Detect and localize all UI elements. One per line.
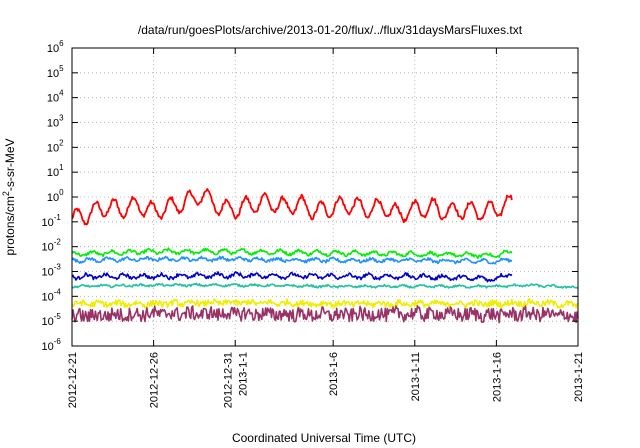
y-tick-label: 10-3 — [42, 263, 62, 279]
x-tick-label: 2013-1-16 — [491, 352, 503, 402]
y-tick-base: 10 — [42, 316, 54, 328]
y-tick-exponent: -1 — [54, 213, 62, 222]
series-line — [71, 247, 513, 260]
y-tick-base: 10 — [47, 192, 59, 204]
y-tick-label: 10-4 — [42, 287, 62, 303]
x-tick-label: 2013-1-1 — [238, 352, 250, 396]
x-tick-label: 2012-12-26 — [149, 352, 161, 408]
y-tick-base: 10 — [47, 68, 59, 80]
y-tick-exponent: -2 — [54, 238, 62, 247]
y-tick-label: 100 — [47, 188, 64, 204]
y-tick-base: 10 — [42, 267, 54, 279]
y-axis-label-superscript: 2 — [1, 191, 11, 196]
y-tick-exponent: 3 — [59, 114, 64, 123]
y-tick-label: 10-6 — [42, 337, 62, 353]
y-axis-label-part2: -s-sr-MeV — [3, 138, 17, 191]
chart-title: /data/run/goesPlots/archive/2013-01-20/f… — [138, 23, 523, 37]
y-tick-base: 10 — [47, 43, 59, 55]
y-tick-label: 105 — [47, 64, 64, 80]
y-tick-exponent: 0 — [59, 188, 64, 197]
y-axis-label: protons/cm2-s-sr-MeV — [1, 138, 17, 255]
y-tick-label: 10-5 — [42, 312, 62, 328]
y-axis-ticks: 10-610-510-410-310-210-11001011021031041… — [42, 39, 578, 353]
y-tick-base: 10 — [47, 167, 59, 179]
y-tick-exponent: 1 — [59, 163, 64, 172]
y-tick-label: 101 — [47, 163, 64, 179]
grid — [71, 48, 579, 346]
x-tick-label: 2013-1-21 — [573, 352, 585, 402]
y-tick-label: 10-1 — [42, 213, 62, 229]
series-line — [71, 271, 513, 283]
y-tick-base: 10 — [47, 118, 59, 130]
y-tick-base: 10 — [42, 341, 54, 353]
y-tick-exponent: -3 — [54, 263, 62, 272]
y-tick-exponent: 6 — [59, 39, 64, 48]
x-axis-label: Coordinated Universal Time (UTC) — [232, 431, 416, 445]
y-tick-label: 102 — [47, 138, 64, 154]
series-line — [71, 255, 513, 265]
y-tick-exponent: 4 — [59, 89, 64, 98]
y-axis-label-part1: protons/cm — [3, 196, 17, 255]
y-tick-exponent: 2 — [59, 138, 64, 147]
y-tick-label: 106 — [47, 39, 64, 55]
y-tick-base: 10 — [42, 242, 54, 254]
y-tick-base: 10 — [42, 217, 54, 229]
series-line — [71, 305, 579, 324]
series-group — [71, 188, 579, 324]
x-tick-label: 2012-12-21 — [67, 352, 79, 408]
x-tick-label: 2013-1-6 — [328, 352, 340, 396]
series-line — [71, 282, 579, 289]
y-tick-exponent: -4 — [54, 287, 62, 296]
y-tick-base: 10 — [47, 93, 59, 105]
x-tick-label: 2013-1-11 — [410, 352, 422, 401]
x-tick-label: 2012-12-31 — [223, 352, 235, 408]
series-line — [71, 297, 579, 309]
y-tick-exponent: 5 — [59, 64, 64, 73]
y-tick-label: 10-2 — [42, 238, 62, 254]
y-tick-exponent: -5 — [54, 312, 62, 321]
y-tick-base: 10 — [42, 291, 54, 303]
y-tick-base: 10 — [47, 142, 59, 154]
y-tick-exponent: -6 — [54, 337, 62, 346]
x-axis-ticks: 2012-12-21 2012-12-26 2012-12-31 2013-1-1 20… — [67, 48, 585, 408]
series-line — [71, 188, 513, 226]
y-tick-label: 103 — [47, 114, 64, 130]
y-tick-label: 104 — [47, 89, 64, 105]
